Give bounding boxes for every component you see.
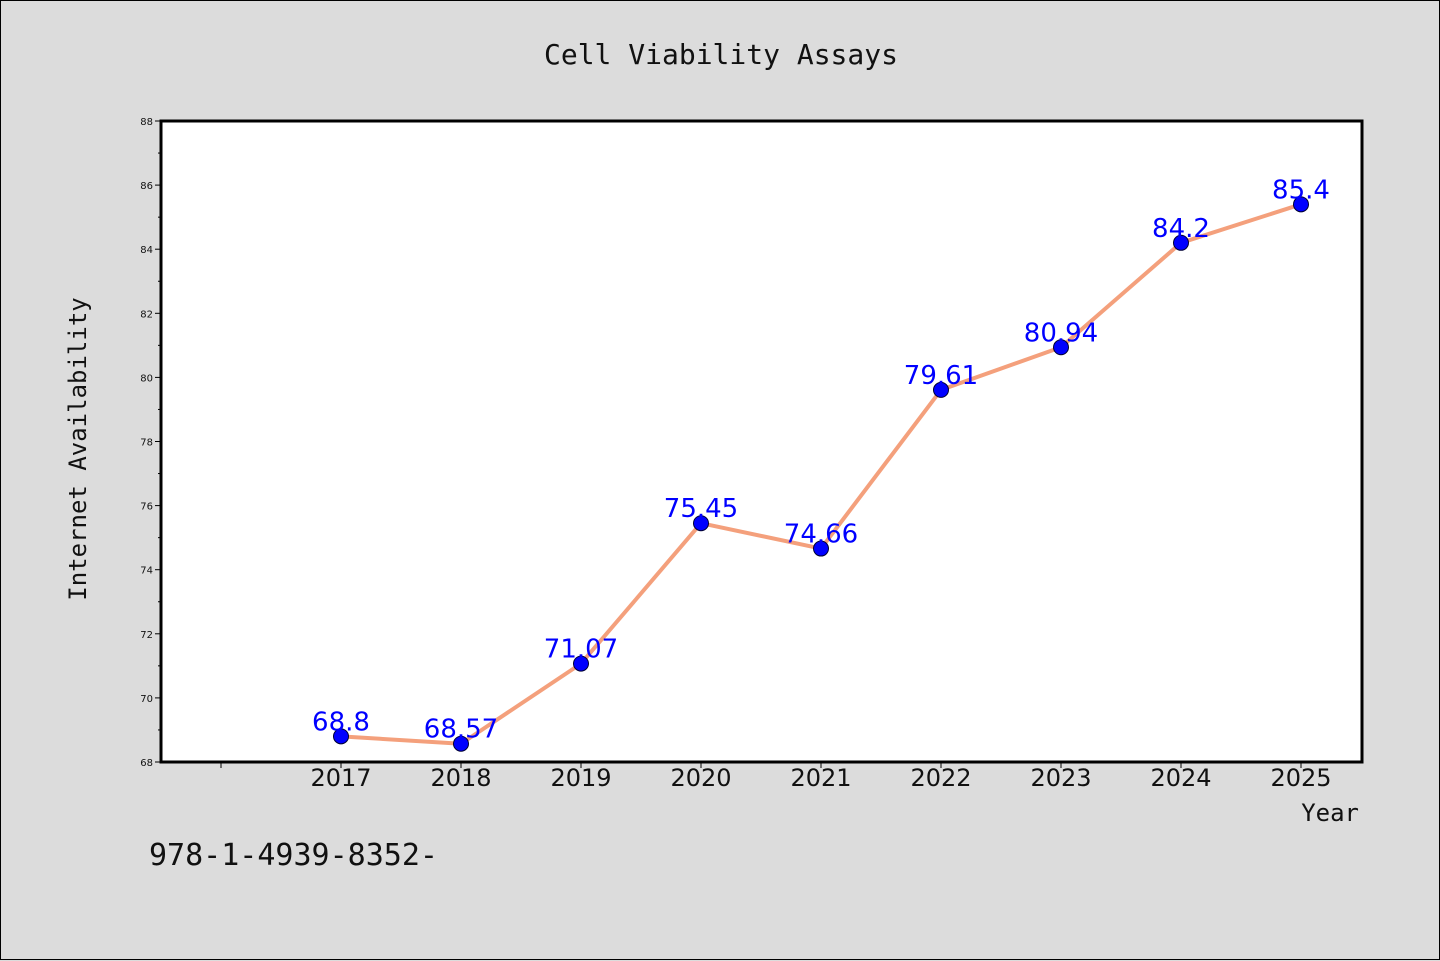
data-label: 79.61 [904, 361, 978, 391]
y-tick-label: 84 [140, 245, 153, 256]
y-tick-label: 74 [140, 566, 153, 577]
x-tick-label: 2025 [1270, 764, 1331, 792]
data-point [1293, 196, 1309, 213]
footnote: 978-1-4939-8352- [149, 838, 438, 873]
x-tick-label: 2020 [670, 764, 731, 792]
y-axis-label: Internet Availability [64, 297, 92, 600]
data-label: 68.57 [424, 715, 498, 745]
y-tick-label: 86 [140, 181, 153, 192]
series-layer: 68.8 68.57 71.07 75.45 74.66 79.61 80.94 84.2 85… [312, 175, 1330, 752]
y-tick-label: 76 [140, 502, 153, 513]
plot-area [159, 119, 1364, 764]
y-tick-label: 80 [140, 373, 153, 384]
data-point [1053, 339, 1069, 356]
y-tick-label: 82 [140, 309, 153, 320]
data-label: 80.94 [1024, 318, 1098, 348]
y-tick-label: 88 [140, 117, 153, 128]
data-label: 71.07 [544, 635, 618, 665]
x-axis-label: Year [1301, 799, 1359, 827]
chart-title: Cell Viability Assays [544, 38, 898, 71]
x-tick-label: 2019 [550, 764, 611, 792]
data-point [693, 515, 709, 532]
data-label: 75.45 [664, 494, 738, 524]
data-point [813, 540, 829, 557]
data-label: 68.8 [312, 707, 370, 737]
x-tick-label: 2023 [1030, 764, 1091, 792]
x-tick-label: 2024 [1150, 764, 1211, 792]
y-tick-label: 68 [140, 758, 153, 769]
data-point [1173, 234, 1189, 251]
y-axis: 68 70 72 74 76 78 80 82 84 86 88 [140, 117, 161, 769]
x-tick-label: 2022 [910, 764, 971, 792]
x-tick-label: 2017 [310, 764, 371, 792]
data-point [453, 735, 469, 752]
data-point [573, 655, 589, 672]
x-tick-label: 2018 [430, 764, 491, 792]
data-label: 74.66 [784, 520, 858, 550]
data-point [333, 728, 349, 745]
y-tick-label: 70 [140, 694, 153, 705]
x-tick-label: 2021 [790, 764, 851, 792]
data-label: 85.4 [1272, 175, 1330, 205]
data-label: 84.2 [1152, 214, 1210, 244]
x-axis: 2017 2018 2019 2020 2021 2022 2023 2024 2025 [220, 762, 1332, 792]
y-tick-label: 72 [140, 630, 153, 641]
data-point [933, 381, 949, 398]
y-tick-label: 78 [140, 438, 153, 449]
